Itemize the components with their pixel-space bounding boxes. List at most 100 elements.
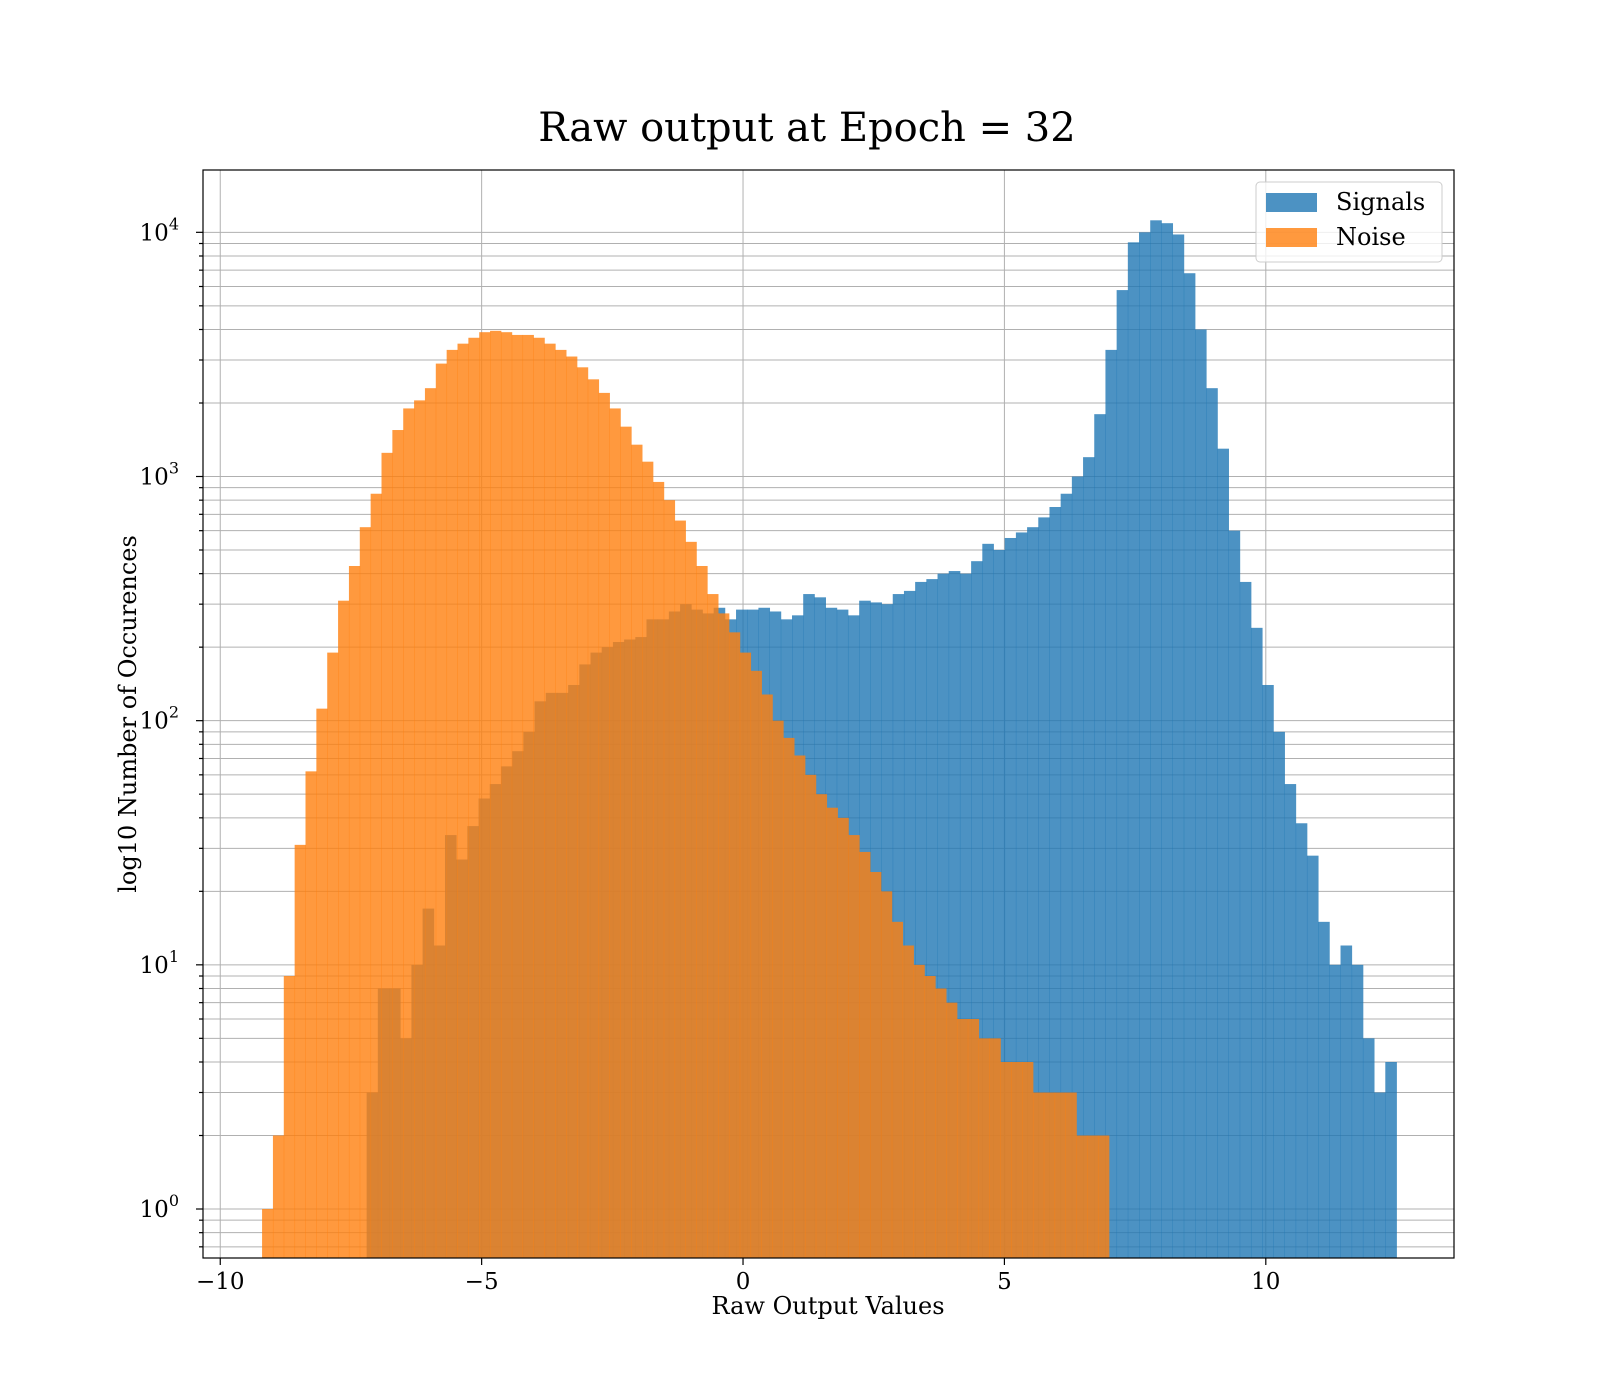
histogram-bar [971,561,983,1258]
histogram-bar [750,670,762,1258]
histogram-bar [327,652,339,1258]
histogram-bar [859,851,871,1258]
histogram-bar [1127,242,1140,1258]
x-tick-label: 10 [1251,1269,1280,1295]
histogram-bar [1049,507,1062,1259]
histogram-bar [993,550,1006,1258]
histogram-bar [1295,823,1308,1258]
histogram-bar [511,334,524,1259]
histogram-bar [1172,234,1185,1258]
histogram-bar [978,1038,990,1258]
histogram-bar [555,349,567,1258]
histogram-bar [956,1019,969,1258]
histogram-bar [674,520,686,1258]
histogram-bar [1273,731,1285,1258]
histogram-bar [283,976,296,1258]
histogram-bar [381,452,393,1259]
histogram-bar [566,356,578,1258]
histogram-bar [1206,388,1218,1259]
histogram-bar [522,334,534,1259]
histogram-bar [891,921,904,1258]
histogram-bar [305,771,317,1258]
histogram-bar [262,1209,274,1258]
histogram-bar [1076,1135,1088,1258]
y-tick-label: 103 [140,458,179,490]
histogram-bar [1004,537,1017,1258]
histogram-bar [1306,855,1319,1258]
histogram-bar [359,527,372,1258]
chart-title: Raw output at Epoch = 32 [538,105,1075,151]
histogram-bar [926,579,938,1258]
series-noise-bars [262,330,1110,1259]
histogram-bar [707,594,719,1258]
histogram-bar [1054,1092,1066,1258]
histogram-bar [1105,349,1118,1258]
histogram-bar [728,632,741,1258]
histogram-bar [870,872,882,1258]
histogram-bar [1022,1062,1034,1258]
x-tick-label: 5 [997,1269,1012,1295]
histogram-bar [1094,414,1106,1258]
histogram-bar [1183,273,1196,1258]
histogram-bar [479,332,491,1258]
histogram-bar [1071,476,1084,1258]
histogram-bar [1284,784,1297,1258]
histogram-bar [544,343,556,1258]
histogram-bar [424,388,437,1259]
histogram-bar [1217,448,1229,1258]
histogram-bar [1340,945,1353,1258]
histogram-bar [1038,517,1050,1258]
histogram-bar [1015,532,1028,1258]
histogram-bar [1032,1092,1045,1258]
histogram-bar [967,1019,980,1258]
histogram-bar [902,945,914,1258]
legend-swatch-signals [1266,193,1317,212]
histogram-bar [1374,1092,1386,1258]
legend-label-signals: Signals [1336,188,1425,216]
histogram-bar [1250,627,1263,1258]
histogram-bar [576,367,589,1258]
y-tick-label: 101 [140,947,179,979]
histogram-bar [880,891,893,1258]
x-tick-label: 0 [736,1269,751,1295]
histogram-bar [435,363,448,1258]
histogram-bar [1161,223,1174,1259]
histogram-bar [848,835,860,1258]
histogram-bar [533,337,545,1258]
histogram-bar [783,737,795,1258]
histogram-bar [500,332,513,1258]
histogram-bar [1329,964,1341,1258]
histogram-bar [815,794,828,1258]
histogram-bar [1065,1092,1077,1258]
histogram-bar [598,392,610,1258]
histogram-bar [982,543,994,1258]
histogram-bar [1098,1135,1110,1258]
legend-label-noise: Noise [1336,223,1406,251]
histogram-bar [1139,232,1151,1259]
histogram-bar [1228,530,1241,1258]
histogram-bar [1239,581,1252,1258]
histogram-bar [1027,527,1039,1258]
y-tick-label: 100 [140,1191,179,1223]
histogram-bar [370,493,382,1259]
histogram-bars [262,220,1397,1259]
histogram-bar [403,408,415,1258]
histogram-bar [913,964,925,1258]
histogram-bar [959,573,972,1258]
y-tick-label: 104 [140,214,179,246]
x-axis-label: Raw Output Values [711,1292,944,1320]
histogram-bar [903,590,916,1258]
histogram-bar [1150,220,1162,1258]
histogram-bar [392,430,404,1259]
histogram-bar [1116,290,1129,1258]
histogram-bar [989,1038,1001,1258]
histogram-bar [804,774,817,1258]
plot-area-frame [202,169,1455,1259]
histogram-bar [924,976,936,1258]
x-tick-label: −5 [465,1269,499,1295]
histogram-bar [685,541,697,1258]
histogram-bar [457,343,469,1258]
histogram-bar [772,720,784,1258]
histogram-bar [1351,964,1364,1258]
